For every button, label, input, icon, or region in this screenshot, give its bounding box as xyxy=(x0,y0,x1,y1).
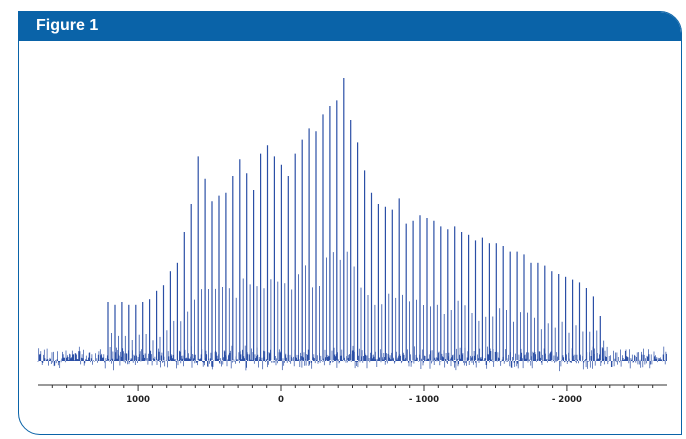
x-tick-label: - 2000 xyxy=(552,395,582,405)
x-tick-label: 0 xyxy=(278,395,284,405)
x-tick-label: 1000 xyxy=(126,395,150,405)
spectrum-chart: 1000 0 - 1000 - 2000 xyxy=(37,78,667,405)
figure-panel: Figure 1 1000 0 - 1000 - 2000 xyxy=(18,11,682,435)
figure-title-bar: Figure 1 xyxy=(19,12,681,41)
trace-layer xyxy=(37,78,667,372)
x-axis-ticks: 1000 0 - 1000 - 2000 xyxy=(51,385,654,405)
figure-title: Figure 1 xyxy=(36,17,99,34)
x-tick-label: - 1000 xyxy=(409,395,439,405)
